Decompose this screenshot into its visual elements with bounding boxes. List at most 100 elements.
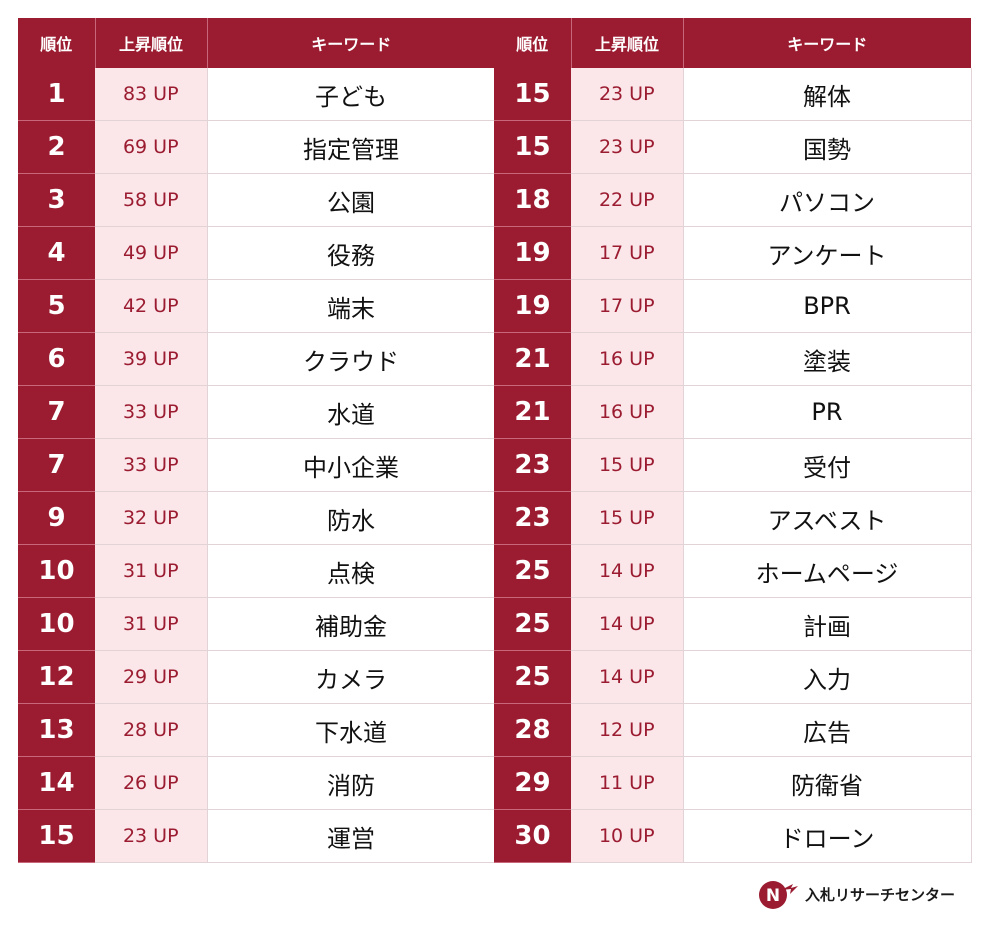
table-row: 13 28 UP 下水道 <box>18 703 496 757</box>
table-row: 12 29 UP カメラ <box>18 650 496 704</box>
ranking-table-left: 順位 上昇順位 キーワード 1 83 UP 子ども 2 69 UP 指定管理 3 58 UP 公… <box>18 18 496 863</box>
table-row: 18 22 UP パソコン <box>494 173 972 227</box>
rank-cell: 21 <box>494 332 571 386</box>
up-cell: 28 UP <box>95 703 208 757</box>
rank-cell: 3 <box>18 173 95 227</box>
keyword-cell: 防衛省 <box>683 756 972 810</box>
rank-cell: 7 <box>18 385 95 439</box>
keyword-cell: 入力 <box>683 650 972 704</box>
up-cell: 69 UP <box>95 120 208 174</box>
keyword-cell: 役務 <box>207 226 496 280</box>
keyword-cell: 国勢 <box>683 120 972 174</box>
up-cell: 39 UP <box>95 332 208 386</box>
up-cell: 23 UP <box>95 809 208 863</box>
keyword-cell: 端末 <box>207 279 496 333</box>
up-cell: 22 UP <box>571 173 684 227</box>
rank-cell: 19 <box>494 226 571 280</box>
keyword-cell: 下水道 <box>207 703 496 757</box>
up-cell: 15 UP <box>571 491 684 545</box>
table-row: 3 58 UP 公園 <box>18 173 496 227</box>
table-row: 19 17 UP アンケート <box>494 226 972 280</box>
keyword-cell: 運営 <box>207 809 496 863</box>
table-header-row: 順位 上昇順位 キーワード <box>18 18 495 68</box>
table-row: 7 33 UP 水道 <box>18 385 496 439</box>
table-row: 7 33 UP 中小企業 <box>18 438 496 492</box>
table-row: 21 16 UP PR <box>494 385 972 439</box>
rank-cell: 21 <box>494 385 571 439</box>
keyword-cell: PR <box>683 385 972 439</box>
table-row: 15 23 UP 解体 <box>494 68 972 121</box>
rank-cell: 6 <box>18 332 95 386</box>
keyword-cell: 消防 <box>207 756 496 810</box>
up-cell: 33 UP <box>95 438 208 492</box>
header-keyword: キーワード <box>207 18 495 68</box>
table-row: 10 31 UP 点検 <box>18 544 496 598</box>
table-row: 29 11 UP 防衛省 <box>494 756 972 810</box>
header-up: 上昇順位 <box>95 18 208 68</box>
keyword-cell: 広告 <box>683 703 972 757</box>
keyword-cell: 解体 <box>683 68 972 121</box>
table-row: 28 12 UP 広告 <box>494 703 972 757</box>
up-cell: 14 UP <box>571 544 684 598</box>
keyword-cell: アンケート <box>683 226 972 280</box>
table-row: 23 15 UP アスベスト <box>494 491 972 545</box>
up-cell: 15 UP <box>571 438 684 492</box>
header-keyword: キーワード <box>683 18 971 68</box>
rank-cell: 1 <box>18 68 95 121</box>
keyword-cell: 計画 <box>683 597 972 651</box>
keyword-cell: アスベスト <box>683 491 972 545</box>
keyword-cell: クラウド <box>207 332 496 386</box>
keyword-cell: 指定管理 <box>207 120 496 174</box>
keyword-cell: 塗装 <box>683 332 972 386</box>
rank-cell: 15 <box>494 68 571 121</box>
header-rank: 順位 <box>18 18 96 68</box>
keyword-cell: 受付 <box>683 438 972 492</box>
rank-cell: 13 <box>18 703 95 757</box>
brand-name: 入札リサーチセンター <box>805 885 956 904</box>
ranking-body-right: 15 23 UP 解体 15 23 UP 国勢 18 22 UP パソコン 19 17 UP アンケー… <box>494 68 972 863</box>
svg-text:N: N <box>766 886 780 906</box>
rank-cell: 15 <box>494 120 571 174</box>
rank-cell: 25 <box>494 650 571 704</box>
up-cell: 16 UP <box>571 332 684 386</box>
rank-cell: 14 <box>18 756 95 810</box>
up-cell: 42 UP <box>95 279 208 333</box>
table-row: 15 23 UP 国勢 <box>494 120 972 174</box>
up-cell: 23 UP <box>571 120 684 174</box>
keyword-cell: 子ども <box>207 68 496 121</box>
up-cell: 17 UP <box>571 226 684 280</box>
keyword-cell: ドローン <box>683 809 972 863</box>
rank-cell: 19 <box>494 279 571 333</box>
up-cell: 31 UP <box>95 597 208 651</box>
up-cell: 49 UP <box>95 226 208 280</box>
keyword-cell: 補助金 <box>207 597 496 651</box>
table-row: 6 39 UP クラウド <box>18 332 496 386</box>
table-row: 30 10 UP ドローン <box>494 809 972 863</box>
up-cell: 11 UP <box>571 756 684 810</box>
keyword-cell: カメラ <box>207 650 496 704</box>
ranking-table-right: 順位 上昇順位 キーワード 15 23 UP 解体 15 23 UP 国勢 18 22 UP パ… <box>494 18 972 863</box>
keyword-cell: 点検 <box>207 544 496 598</box>
table-row: 21 16 UP 塗装 <box>494 332 972 386</box>
rank-cell: 10 <box>18 597 95 651</box>
rank-cell: 25 <box>494 597 571 651</box>
up-cell: 26 UP <box>95 756 208 810</box>
keyword-cell: ホームページ <box>683 544 972 598</box>
up-cell: 29 UP <box>95 650 208 704</box>
rank-cell: 7 <box>18 438 95 492</box>
rank-cell: 5 <box>18 279 95 333</box>
keyword-cell: 防水 <box>207 491 496 545</box>
table-row: 25 14 UP 入力 <box>494 650 972 704</box>
ranking-body-left: 1 83 UP 子ども 2 69 UP 指定管理 3 58 UP 公園 4 49 UP 役務 5 42 U… <box>18 68 496 863</box>
up-cell: 10 UP <box>571 809 684 863</box>
keyword-cell: パソコン <box>683 173 972 227</box>
rank-cell: 15 <box>18 809 95 863</box>
table-row: 10 31 UP 補助金 <box>18 597 496 651</box>
up-cell: 32 UP <box>95 491 208 545</box>
up-cell: 58 UP <box>95 173 208 227</box>
up-cell: 83 UP <box>95 68 208 121</box>
up-cell: 33 UP <box>95 385 208 439</box>
brand-footer: N 入札リサーチセンター <box>757 876 955 912</box>
rank-cell: 9 <box>18 491 95 545</box>
up-cell: 12 UP <box>571 703 684 757</box>
